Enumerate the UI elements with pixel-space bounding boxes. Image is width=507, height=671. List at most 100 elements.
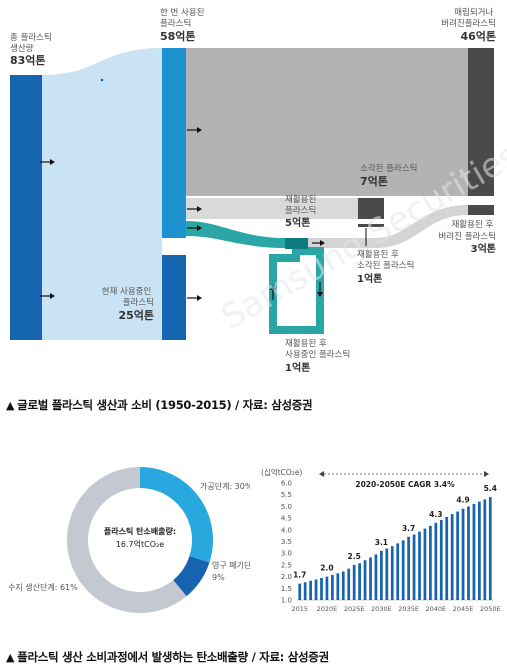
flow-to-incinerated (186, 198, 358, 219)
label-recycled-incinerated-line2: 소각된 플라스틱 (357, 260, 414, 271)
node-recycled (285, 238, 308, 249)
bar (407, 536, 410, 600)
bar-value-label: 2.0 (320, 564, 333, 573)
label-recycled-incinerated: 재활용된 후 소각된 플라스틱 (357, 249, 414, 271)
label-recycled-line2: 플라스틱 (285, 205, 316, 216)
donut-slice (140, 467, 213, 563)
bar (483, 499, 487, 600)
flow-recycled-loop (269, 247, 324, 334)
bar (429, 525, 432, 600)
bar (434, 522, 438, 600)
x-tick-label: 2050E (480, 605, 501, 613)
emission-donut-chart: 플라스틱 탄소배출량: 16.7억tCO₂e 가공단계: 30% 영구 폐기단계… (8, 467, 250, 613)
bar (418, 531, 421, 600)
label-recycled: 재활용된 플라스틱 (285, 194, 319, 216)
cagr-arrow-right-head (484, 471, 489, 477)
bar (461, 508, 465, 600)
bar (423, 528, 427, 600)
bar (412, 534, 416, 600)
value-incinerated: 7억톤 (360, 175, 388, 188)
label-once-used-line1: 한 번 사용된 (160, 7, 205, 18)
bar (363, 560, 367, 600)
bar (347, 568, 351, 600)
bar (390, 546, 394, 600)
bar (450, 514, 454, 600)
value-recycled-in-use: 1억톤 (285, 362, 310, 374)
bar-value-label: 4.9 (456, 496, 469, 505)
bar-value-label: 1.7 (293, 571, 306, 580)
node-recycled-incinerated (358, 224, 384, 227)
caption-sankey: ▲ 글로벌 플라스틱 생산과 소비 (1950-2015) / 자료: 삼성증권 (6, 397, 313, 413)
bar-y-ticks: 1.0 1.5 2.0 2.5 3.0 3.5 4.0 4.5 5.0 5.5 6.0 (281, 480, 493, 605)
label-recycled-in-use-line2: 사용중인 플라스틱 (285, 349, 350, 360)
bar (369, 557, 372, 600)
label-incinerated: 소각된 플라스틱 (360, 163, 417, 174)
label-once-used: 한 번 사용된 플라스틱 (160, 7, 207, 29)
y-tick-label: 6.0 (281, 480, 292, 488)
label-total: 총 플라스틱 생산량 (10, 32, 55, 54)
x-tick-label: 2035E (398, 605, 419, 613)
bar (439, 519, 443, 600)
bar-value-labels: 1.7 2.0 2.5 3.1 3.7 4.3 4.9 5.4 (293, 484, 497, 580)
bar-value-label: 4.3 (429, 510, 442, 519)
value-recycled: 5억톤 (285, 217, 310, 229)
donut-slice (173, 556, 210, 597)
cagr-arrow-left-head (319, 471, 324, 477)
y-tick-label: 3.5 (281, 538, 292, 546)
flow-to-recycled (186, 221, 285, 248)
donut-label-disposal-line1: 영구 폐기단계: (212, 560, 250, 570)
emission-bar-chart: (십억tCO₂e) 2020-2050E CAGR 3.4% 1.0 1.5 2.0… (261, 468, 501, 613)
y-tick-label: 4.5 (281, 515, 292, 523)
y-tick-label: 2.0 (281, 573, 292, 581)
bar-value-label: 5.4 (484, 484, 497, 493)
x-tick-label: 2025E (344, 605, 365, 613)
bar (352, 564, 356, 600)
label-in-use-line2: 플라스틱 (123, 297, 154, 308)
value-total: 83억톤 (10, 54, 46, 67)
y-tick-label: 5.5 (281, 491, 292, 499)
caption-emission: ▲ 플라스틱 생산 소비과정에서 발생하는 탄소배출량 / 자료: 삼성증권 (6, 649, 329, 665)
bar (472, 504, 476, 600)
x-tick-label: 2030E (371, 605, 392, 613)
bar (401, 540, 405, 600)
label-recycled-discarded-line1: 재활용된 후 (451, 219, 493, 230)
node-landfill (468, 48, 494, 196)
value-recycled-incinerated: 1억톤 (357, 273, 382, 285)
node-incinerated (358, 198, 384, 219)
bar (325, 576, 329, 600)
value-recycled-discarded: 3억톤 (471, 243, 496, 255)
bar (331, 574, 334, 600)
caption-marker-2: ▲ (6, 651, 15, 664)
donut-label-resin: 수지 생산단계: 61% (8, 582, 78, 592)
label-recycled-line1: 재활용된 (285, 194, 316, 205)
node-total (10, 75, 42, 340)
bar (478, 501, 481, 600)
y-tick-label: 1.0 (281, 597, 292, 605)
bar (341, 571, 345, 600)
x-tick-label: 2015 (291, 605, 308, 613)
flow-arrows (40, 127, 367, 301)
bar (320, 578, 323, 600)
y-tick-label: 4.0 (281, 526, 292, 534)
bar (336, 573, 340, 600)
value-landfill: 46억톤 (460, 30, 496, 43)
flow-recycled-discarded (308, 205, 468, 248)
value-once-used: 58억톤 (160, 30, 196, 43)
node-in-use (162, 255, 186, 340)
bar (314, 579, 318, 600)
flow-to-landfill (186, 48, 468, 196)
label-total-line2: 생산량 (10, 43, 34, 54)
bar (445, 516, 449, 600)
donut-center-line1: 플라스틱 탄소배출량: (104, 526, 176, 536)
bar (467, 506, 470, 600)
bar-value-label: 2.5 (348, 552, 361, 561)
label-landfill-line2: 버려진플라스틱 (441, 18, 496, 29)
donut-slice (67, 467, 187, 613)
y-tick-label: 5.0 (281, 503, 292, 511)
bar (358, 563, 361, 600)
label-landfill-line1: 매립되거나 (454, 8, 493, 18)
label-in-use-line1: 현재 사용중인 (102, 286, 152, 297)
donut-label-disposal: 영구 폐기단계: 9% (212, 560, 250, 582)
bar-value-label: 3.7 (402, 524, 415, 533)
x-tick-label: 2045E (453, 605, 474, 613)
